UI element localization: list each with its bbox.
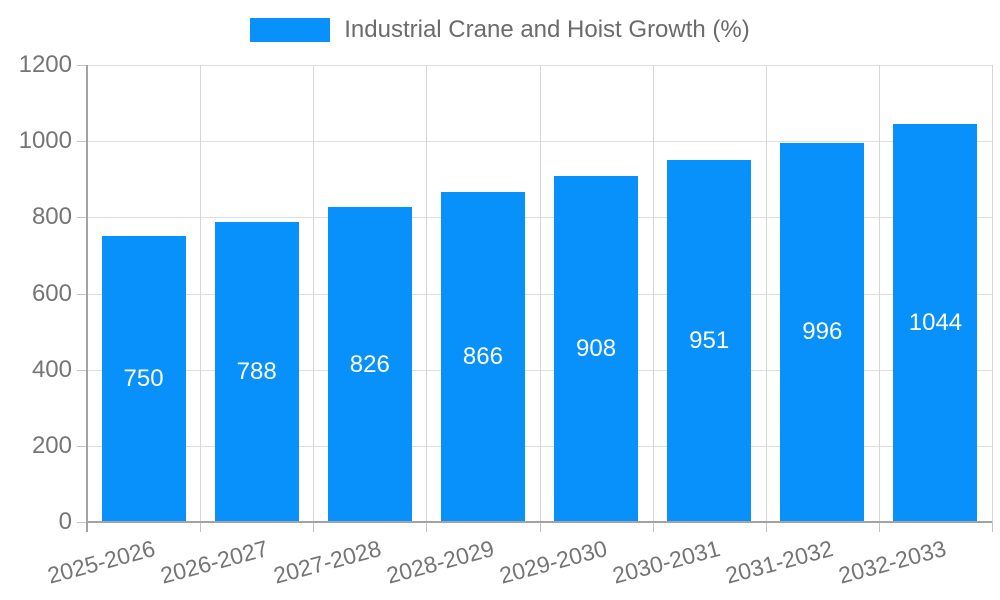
bar-value-label: 1044 <box>908 309 963 337</box>
y-tick-label: 1200 <box>18 51 72 78</box>
x-grid-line <box>652 65 654 522</box>
y-tick-mark <box>77 445 87 447</box>
y-tick-label: 400 <box>31 355 72 383</box>
y-tick-label: 0 <box>58 508 72 535</box>
y-tick-mark <box>77 217 87 219</box>
x-tick-label: 2029-2030 <box>496 535 610 589</box>
y-tick-label: 1000 <box>18 127 72 155</box>
x-tick-label: 2027-2028 <box>270 535 384 589</box>
y-tick-label: 600 <box>31 279 72 307</box>
x-tick-mark <box>765 522 767 532</box>
legend-swatch <box>250 18 331 42</box>
x-tick-label: 2026-2027 <box>157 535 271 589</box>
bar-2032-2033 <box>893 124 978 522</box>
bar-value-label: 750 <box>123 365 164 393</box>
legend: Industrial Crane and Hoist Growth (%) <box>0 16 1000 44</box>
y-tick-label: 800 <box>31 203 72 231</box>
x-tick-label: 2032-2033 <box>836 535 950 589</box>
x-grid-line <box>765 65 767 522</box>
bar-2028-2029 <box>440 192 525 522</box>
x-grid-line <box>539 65 541 522</box>
x-tick-label: 2028-2029 <box>383 535 497 589</box>
x-tick-label: 2030-2031 <box>609 535 723 589</box>
bar-2029-2030 <box>554 176 639 522</box>
x-tick-mark <box>200 522 202 532</box>
x-grid-line <box>200 65 202 522</box>
x-grid-line <box>992 65 993 522</box>
x-axis-line <box>87 521 992 523</box>
x-grid-line <box>313 65 315 522</box>
x-tick-mark <box>426 522 428 532</box>
y-tick-mark <box>77 65 87 66</box>
y-tick-mark <box>77 522 87 523</box>
x-grid-line <box>426 65 428 522</box>
x-tick-mark <box>878 522 880 532</box>
y-tick-mark <box>77 293 87 295</box>
bar-2025-2026 <box>101 236 186 522</box>
x-grid-line <box>878 65 880 522</box>
bar-2031-2032 <box>780 142 865 522</box>
bar-value-label: 996 <box>802 318 843 346</box>
x-tick-mark <box>539 522 541 532</box>
bar-2030-2031 <box>667 159 752 522</box>
x-tick-mark <box>992 522 993 532</box>
y-axis-line <box>86 65 88 532</box>
x-tick-label: 2031-2032 <box>723 535 837 589</box>
y-tick-mark <box>77 369 87 371</box>
bar-value-label: 908 <box>576 335 617 363</box>
bar-value-label: 866 <box>462 343 503 371</box>
bar-2026-2027 <box>214 221 299 522</box>
x-tick-label: 2025-2026 <box>44 535 158 589</box>
y-tick-mark <box>77 141 87 143</box>
bar-value-label: 826 <box>349 350 390 378</box>
bar-2027-2028 <box>327 207 412 522</box>
bar-value-label: 951 <box>689 326 730 354</box>
legend-label: Industrial Crane and Hoist Growth (%) <box>344 16 750 43</box>
y-tick-label: 200 <box>31 431 72 459</box>
x-tick-mark <box>652 522 654 532</box>
bar-value-label: 788 <box>236 357 277 385</box>
x-tick-mark <box>313 522 315 532</box>
